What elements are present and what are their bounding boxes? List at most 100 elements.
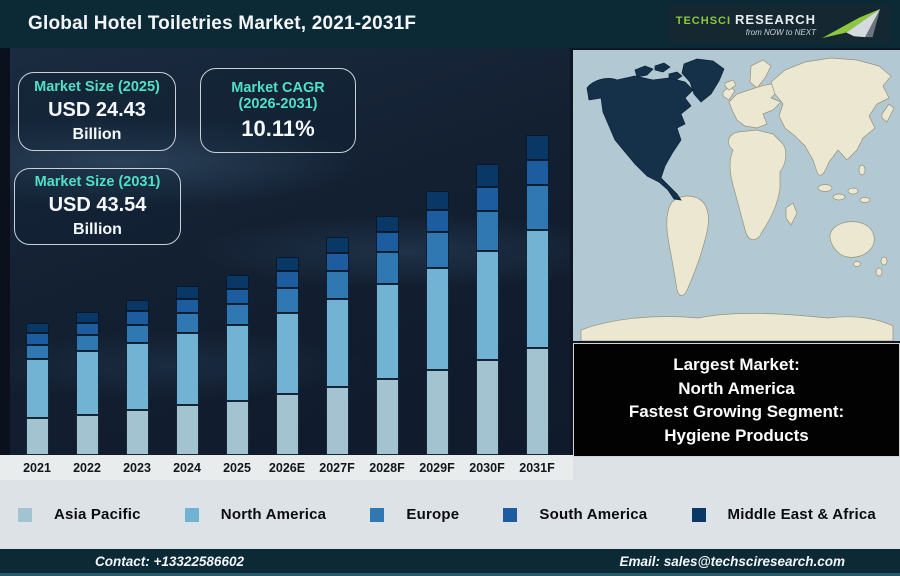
x-axis-label-2026E: 2026E xyxy=(268,460,306,475)
map-arctic-islands-highlight xyxy=(634,62,683,81)
stacked-bar xyxy=(225,275,249,455)
bar-column-2030F xyxy=(462,163,512,455)
bar-segment-north-america xyxy=(125,342,149,411)
callout-line: Hygiene Products xyxy=(664,425,809,445)
x-axis-labels: 2021 2022 2023 2024 2025 2026E 2027F 2028F 2029F… xyxy=(12,455,562,480)
bar-segment-europe xyxy=(325,271,349,300)
stat-value: USD 43.54 xyxy=(48,194,147,216)
map-island xyxy=(817,184,833,192)
bar-segment-south-america xyxy=(275,271,299,289)
bar-segment-europe xyxy=(425,232,449,268)
stat-title: Market CAGR xyxy=(231,79,325,96)
bar-segment-europe xyxy=(525,185,549,231)
legend-swatch xyxy=(184,507,199,522)
bar-column-2021 xyxy=(12,322,62,455)
header-bar: Global Hotel Toiletries Market, 2021-203… xyxy=(0,0,900,48)
bar-segment-middle-east-africa xyxy=(125,299,149,312)
bar-segment-europe xyxy=(75,335,99,352)
footer-contact: Contact: +13322586602 xyxy=(95,553,244,569)
legend-item-europe: Europe xyxy=(370,506,459,523)
x-axis-label-2027F: 2027F xyxy=(319,460,355,475)
map-greenland-highlight xyxy=(681,58,725,103)
bar-segment-middle-east-africa xyxy=(375,215,399,233)
bar-segment-south-america xyxy=(75,322,99,336)
page-title: Global Hotel Toiletries Market, 2021-203… xyxy=(28,13,417,34)
map-madagascar xyxy=(785,202,798,226)
bar-segment-asia-pacific xyxy=(275,394,299,455)
x-axis-strip: 2021 2022 2023 2024 2025 2026E 2027F 2028F 2029F… xyxy=(0,455,573,480)
map-asia xyxy=(770,57,892,176)
x-axis-label-2030F: 2030F xyxy=(469,460,505,475)
x-axis-label-2029F: 2029F xyxy=(419,460,455,475)
bar-segment-south-america xyxy=(525,159,549,186)
bar-column-2022 xyxy=(62,311,112,455)
stacked-bar xyxy=(175,286,199,455)
bar-segment-north-america xyxy=(375,283,399,379)
map-africa xyxy=(728,129,787,240)
bar-segment-north-america xyxy=(175,333,199,405)
legend-swatch xyxy=(503,507,518,522)
bar-column-2024 xyxy=(162,286,212,455)
bar-segment-asia-pacific xyxy=(75,414,99,455)
logo-brand-secondary: Research xyxy=(735,11,816,27)
bar-segment-south-america xyxy=(425,210,449,233)
bar-segment-north-america xyxy=(275,313,299,394)
market-size-2025-box: Market Size (2025) USD 24.43 Billion xyxy=(18,72,176,151)
stacked-bar xyxy=(375,215,399,455)
x-axis-label-2023: 2023 xyxy=(123,460,151,475)
stat-title: (2026-2031) xyxy=(238,95,318,112)
map-australia xyxy=(829,221,875,258)
arrow-swoosh-icon xyxy=(822,9,881,39)
bar-segment-south-america xyxy=(175,298,199,314)
bar-segment-asia-pacific xyxy=(175,405,199,455)
bar-column-2025 xyxy=(212,275,262,455)
legend-label: North America xyxy=(220,506,327,523)
legend-item-south-america: South America xyxy=(503,506,647,523)
stat-unit: Billion xyxy=(73,221,122,238)
map-iceland xyxy=(724,79,737,91)
bar-segment-middle-east-africa xyxy=(225,275,249,289)
stacked-bar-chart xyxy=(12,48,562,455)
bar-segment-middle-east-africa xyxy=(175,286,199,299)
bar-column-2023 xyxy=(112,299,162,455)
legend-label: Middle East & Africa xyxy=(727,506,876,523)
stacked-bar xyxy=(75,311,99,455)
legend-label: South America xyxy=(539,506,648,523)
map-europe xyxy=(728,83,782,129)
bar-segment-middle-east-africa xyxy=(425,191,449,211)
bar-segment-europe xyxy=(275,288,299,314)
bar-column-2029F xyxy=(412,191,462,455)
bar-segment-middle-east-africa xyxy=(75,311,99,323)
map-island xyxy=(859,197,871,203)
bar-segment-middle-east-africa xyxy=(275,257,299,272)
techsci-research-logo: TechSci Research from NOW to NEXT xyxy=(667,5,890,43)
logo-brand-primary: TechSci xyxy=(675,14,732,27)
bar-segment-asia-pacific xyxy=(525,348,549,455)
bar-segment-europe xyxy=(475,211,499,251)
x-axis-label-2031F: 2031F xyxy=(519,460,555,475)
bar-segment-middle-east-africa xyxy=(525,135,549,160)
stat-value: 10.11% xyxy=(241,115,315,141)
map-island xyxy=(847,187,859,195)
bar-segment-europe xyxy=(125,325,149,343)
bar-segment-north-america xyxy=(525,230,549,349)
legend-swatch xyxy=(691,507,706,522)
bar-segment-middle-east-africa xyxy=(325,237,349,253)
x-axis-label-2028F: 2028F xyxy=(369,460,405,475)
bar-segment-europe xyxy=(25,344,49,360)
market-cagr-box: Market CAGR (2026-2031) 10.11% xyxy=(200,68,356,153)
bar-segment-asia-pacific xyxy=(325,386,349,455)
stacked-bar xyxy=(25,322,49,455)
map-island xyxy=(858,164,866,176)
x-axis-label-2025: 2025 xyxy=(223,460,251,475)
map-antarctica xyxy=(580,313,894,341)
stacked-bar xyxy=(325,237,349,455)
x-axis-label-2024: 2024 xyxy=(173,460,201,475)
stat-title: Market Size (2031) xyxy=(34,174,161,190)
map-south-america xyxy=(666,195,709,296)
bar-segment-asia-pacific xyxy=(225,400,249,455)
map-japan xyxy=(881,103,895,123)
stacked-bar xyxy=(125,299,149,455)
stat-title: Market Size (2025) xyxy=(34,79,160,95)
legend-item-middle-east-africa: Middle East & Africa xyxy=(691,506,876,523)
